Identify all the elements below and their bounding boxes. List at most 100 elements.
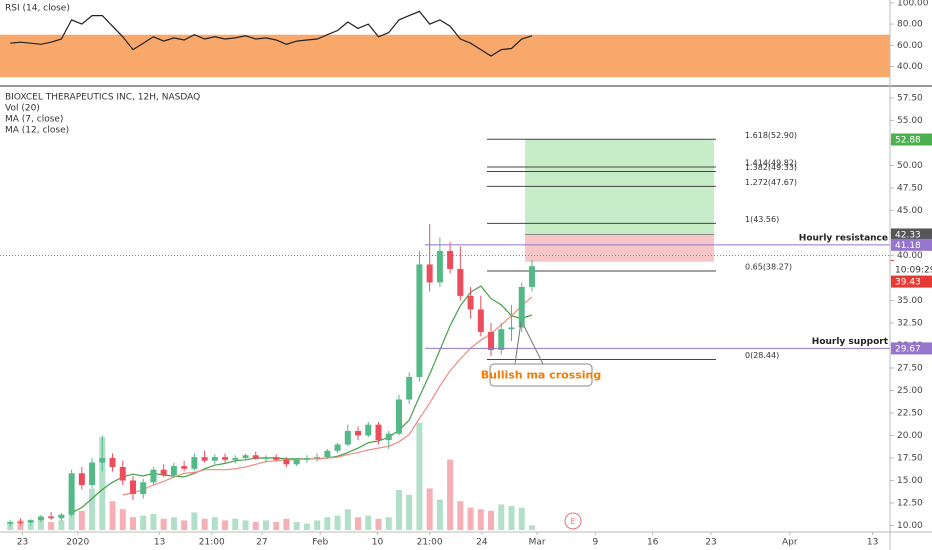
- candle-body: [109, 457, 116, 467]
- candle-body: [191, 457, 198, 469]
- volume-bar: [129, 517, 136, 530]
- y-tick-label: 22.50: [897, 408, 923, 418]
- candle-body: [181, 466, 188, 469]
- chart-title: BIOXCEL THERAPEUTICS INC, 12H, NASDAQ: [5, 93, 200, 103]
- x-tick-label: 16: [647, 538, 659, 548]
- callout-pointer: [514, 321, 522, 365]
- volume-bar: [344, 509, 351, 530]
- volume-bar: [477, 509, 484, 530]
- volume-bar: [488, 510, 495, 530]
- y-tick-label: 15.00: [897, 476, 923, 486]
- last-price-tag-box: [891, 275, 932, 288]
- y-tick-label: 32.50: [897, 318, 923, 328]
- volume-bar: [447, 459, 454, 530]
- volume-bar: [293, 522, 300, 530]
- earnings-label: E: [570, 517, 575, 526]
- y-tick-label: 40.00: [897, 62, 923, 72]
- volume-bar: [324, 517, 331, 530]
- rsi-line: [10, 10, 533, 57]
- position-profit: [525, 139, 714, 235]
- candle-body: [447, 250, 454, 269]
- volume-bar: [283, 518, 290, 530]
- candle-body: [355, 430, 362, 436]
- volume-bar: [170, 517, 177, 530]
- candle-body: [27, 520, 34, 523]
- volume-bar: [355, 517, 362, 530]
- volume-bar: [406, 494, 413, 530]
- y-tick-label: 27.50: [897, 363, 923, 373]
- candle-body: [303, 457, 310, 460]
- target-tag-box: [891, 133, 932, 146]
- candle-body: [293, 459, 300, 465]
- volume-bar: [232, 518, 239, 530]
- candle-body: [314, 457, 321, 459]
- y-tick-label: 60.00: [897, 41, 923, 51]
- candle-body: [385, 433, 392, 440]
- candle-body: [211, 457, 218, 461]
- volume-bar: [211, 517, 218, 530]
- volume-bar: [518, 507, 525, 530]
- y-tick-label: 20.00: [897, 431, 923, 441]
- candle-body: [119, 466, 126, 481]
- candle-body: [488, 331, 495, 350]
- volume-bar: [365, 515, 372, 530]
- x-tick-label: 23: [705, 538, 716, 548]
- volume-label: Vol (20): [5, 104, 40, 114]
- candle-body: [365, 424, 372, 436]
- candle-body: [37, 516, 44, 521]
- x-tick-label: Feb: [312, 538, 328, 548]
- candle-body: [457, 268, 464, 296]
- candle-body: [140, 482, 147, 494]
- callout-box: [489, 363, 593, 387]
- volume-bar: [222, 520, 229, 530]
- volume-bar: [27, 523, 34, 530]
- candle-body: [222, 457, 229, 460]
- y-tick-label: 10.00: [897, 521, 923, 531]
- volume-bar: [242, 520, 249, 530]
- candle-body: [201, 457, 208, 461]
- volume-bar: [457, 501, 464, 530]
- x-tick-label: 2020: [66, 538, 89, 548]
- volume-bar: [528, 525, 535, 530]
- candle-body: [17, 521, 24, 523]
- volume-bar: [262, 520, 269, 530]
- y-tick-label: 47.50: [897, 183, 923, 193]
- candle-body: [416, 264, 423, 377]
- y-tick-label: 55.00: [897, 116, 923, 126]
- x-tick-label: 27: [256, 538, 267, 548]
- volume-bar: [201, 518, 208, 530]
- candle-body: [477, 309, 484, 332]
- candle-body: [426, 264, 433, 283]
- candle-body: [252, 455, 259, 459]
- volume-bar: [252, 522, 259, 530]
- y-tick-label: 100.00: [897, 0, 929, 8]
- earnings-marker[interactable]: [564, 512, 582, 530]
- horizontal-line-label: Hourly support: [812, 337, 889, 347]
- volume-bar: [314, 520, 321, 530]
- candle-body: [344, 430, 351, 445]
- candle-body: [170, 466, 177, 476]
- countdown-tag: 10:09:29: [895, 266, 932, 276]
- fib-label: 1(43.56): [745, 215, 779, 224]
- entry-tag: 42.33: [895, 230, 921, 240]
- y-tick-label: 45.00: [897, 206, 923, 216]
- rsi-band: [0, 34, 890, 78]
- fib-label: 1.382(49.33): [745, 163, 797, 172]
- fib-label: 1.272(47.67): [745, 178, 797, 187]
- volume-bar: [160, 518, 167, 530]
- volume-bar: [48, 522, 55, 530]
- candle-body: [242, 455, 249, 458]
- candle-body: [48, 516, 55, 519]
- volume-bar: [416, 422, 423, 530]
- volume-bar: [181, 520, 188, 530]
- candle-body: [334, 444, 341, 451]
- countdown-tag-box: [891, 263, 932, 276]
- volume-bar: [375, 518, 382, 530]
- volume-bar: [150, 514, 157, 530]
- candle-body: [99, 457, 106, 463]
- x-tick-label: Mar: [529, 538, 546, 548]
- candle-body: [58, 514, 65, 519]
- volume-bar: [334, 515, 341, 530]
- x-tick-label: 13: [154, 538, 165, 548]
